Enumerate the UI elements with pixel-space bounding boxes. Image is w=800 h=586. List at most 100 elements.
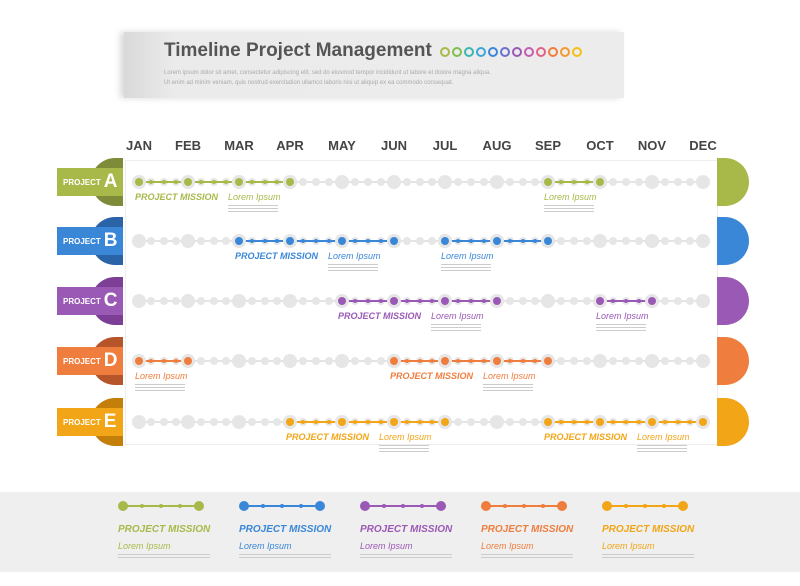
text-line (360, 557, 452, 558)
minor-node (660, 357, 669, 365)
month-node (232, 294, 246, 308)
mission-minor-node (149, 180, 154, 184)
minor-node (583, 237, 591, 245)
month-node (132, 294, 146, 308)
minor-node (159, 237, 168, 245)
color-ring (452, 47, 462, 57)
legend-minor-node (178, 504, 182, 508)
month-node (645, 175, 659, 189)
description-placeholder (602, 554, 702, 558)
legend-item: PROJECT MISSION Lorem Ipsum (360, 500, 460, 560)
legend-end-node (678, 501, 688, 511)
text-line (441, 264, 491, 265)
legend-minor-node (643, 504, 647, 508)
mission-minor-node (161, 180, 166, 184)
text-line (228, 208, 279, 209)
minor-node (312, 178, 320, 186)
text-line (118, 554, 210, 555)
legend-end-node (194, 501, 204, 511)
text-line (637, 445, 688, 446)
project-word: PROJECT (63, 296, 101, 306)
minor-node (312, 297, 320, 305)
mission-minor-node (417, 359, 422, 363)
minor-node (531, 297, 540, 305)
mission-label: PROJECT MISSION (235, 251, 319, 261)
legend-end-node (360, 501, 370, 511)
mission-minor-node (249, 180, 254, 184)
mission-node (338, 418, 346, 426)
project-letter: B (103, 230, 118, 251)
mission-node (493, 237, 501, 245)
minor-node (147, 237, 156, 245)
segment-labels: PROJECT MISSION Lorem Ipsum (286, 432, 432, 454)
color-ring (560, 47, 570, 57)
mission-minor-node (379, 239, 383, 243)
text-line (431, 327, 482, 328)
month-node (387, 175, 401, 189)
mission-minor-node (161, 359, 166, 363)
mission-label: PROJECT MISSION (544, 432, 628, 442)
lorem-label: Lorem Ipsum (483, 371, 536, 381)
minor-node (325, 178, 333, 186)
description-placeholder (483, 384, 536, 391)
segment-label-block: PROJECT MISSION (390, 371, 473, 393)
minor-node (609, 357, 617, 365)
month-label: AUG (482, 138, 512, 153)
legend-minor-node (503, 504, 507, 508)
minor-node (364, 178, 372, 186)
project-end-cap (717, 217, 749, 265)
month-label: APR (276, 138, 304, 153)
text-line (602, 554, 694, 555)
minor-node (402, 178, 411, 186)
mission-label: PROJECT MISSION (135, 192, 219, 202)
segment-labels: Lorem Ipsum (441, 251, 494, 273)
mission-minor-node (688, 420, 693, 424)
color-ring (524, 47, 534, 57)
mission-node (544, 178, 552, 186)
legend-line (118, 500, 218, 512)
mission-minor-node (585, 180, 589, 184)
segment-labels: PROJECT MISSION Lorem Ipsum (338, 311, 484, 333)
minor-node (159, 418, 168, 426)
mission-node (648, 297, 656, 305)
mission-node (338, 237, 346, 245)
text-line (544, 205, 594, 206)
mission-minor-node (662, 420, 667, 424)
month-node (181, 415, 195, 429)
legend-sub: Lorem Ipsum (118, 541, 171, 551)
description-placeholder (481, 554, 581, 558)
minor-node (570, 237, 578, 245)
text-line (228, 211, 279, 212)
mission-minor-node (262, 239, 267, 243)
minor-node (673, 357, 682, 365)
text-line (379, 451, 430, 452)
mission-node (544, 357, 552, 365)
project-word: PROJECT (63, 177, 101, 187)
mission-minor-node (353, 420, 357, 424)
mission-minor-node (624, 420, 628, 424)
month-node (283, 354, 297, 368)
month-node (438, 175, 452, 189)
mission-minor-node (572, 420, 576, 424)
mission-minor-node (301, 420, 305, 424)
month-node (645, 234, 659, 248)
title-banner: Timeline Project Management Lorem ipsum … (124, 32, 624, 98)
minor-node (147, 297, 156, 305)
legend-name: PROJECT MISSION (360, 524, 453, 535)
minor-node (415, 178, 424, 186)
minor-node (583, 357, 591, 365)
legend-line (239, 500, 339, 512)
minor-node (583, 297, 591, 305)
minor-node (196, 357, 205, 365)
month-label: MAY (328, 138, 356, 153)
month-node (490, 175, 504, 189)
legend-minor-node (140, 504, 144, 508)
mission-node (286, 418, 294, 426)
description-placeholder (596, 324, 649, 331)
legend-minor-node (261, 504, 265, 508)
mission-minor-node (430, 420, 435, 424)
text-line (544, 211, 594, 212)
text-line (228, 205, 279, 206)
month-node (335, 175, 349, 189)
mission-label: PROJECT MISSION (390, 371, 474, 381)
